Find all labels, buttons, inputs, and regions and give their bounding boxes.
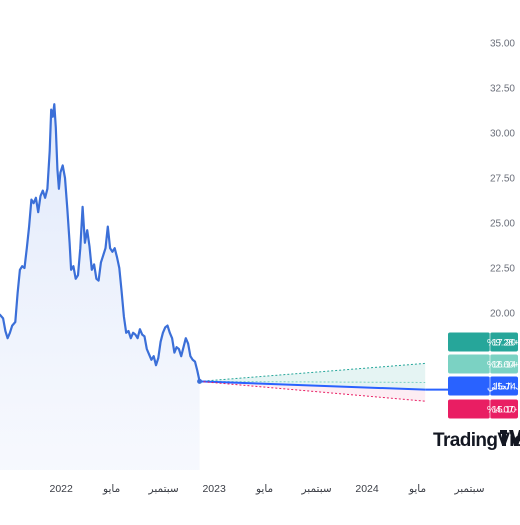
x-tick-label: 2024	[355, 483, 379, 495]
forecast-tag-value: 15.74	[492, 381, 516, 392]
logo-text: TradingView	[433, 430, 520, 451]
forecast-tag-bg	[448, 376, 490, 396]
y-axis: 35.00 32.50 30.00 27.50 25.00 22.50 20.00	[490, 39, 515, 320]
forecast-layer	[197, 362, 490, 402]
line-layer	[0, 103, 201, 383]
forecast-tag-bg	[448, 399, 490, 419]
y-tick-label: 32.50	[490, 84, 515, 95]
forecast-line	[199, 380, 426, 402]
y-tick-label: 22.50	[490, 264, 515, 275]
forecast-tag-bg	[448, 332, 490, 352]
forecast-tag-value-bg	[490, 354, 518, 374]
forecast-tag-value: 17.20	[492, 337, 516, 348]
forecast-line	[199, 380, 426, 391]
tradingview-logo: TradingView	[433, 430, 520, 451]
forecast-tag-bg	[448, 354, 490, 374]
forecast-tags: أقصى +9.28%17.20متوسط +2.60%16.14الاشترا…	[448, 332, 520, 419]
y-tick-label: 20.00	[490, 309, 515, 320]
x-tick-label: سبتمبر	[148, 483, 179, 495]
y-tick-label: 30.00	[490, 129, 515, 140]
area-layer	[0, 104, 200, 470]
forecast-tag-value: 16.14	[492, 359, 516, 370]
y-tick-label: 25.00	[490, 219, 515, 230]
forecast-tag-value-bg	[490, 376, 518, 396]
forecast-tag-label: أقصى +9.28%	[487, 335, 520, 348]
forecast-tag-value-bg	[490, 399, 518, 419]
logo-mark	[500, 430, 520, 446]
forecast-tag-value: 15.10	[492, 404, 516, 415]
forecast-tag-label: أدنى -4.07%	[487, 402, 520, 415]
x-tick-label: سبتمبر	[301, 483, 332, 495]
forecast-line	[199, 362, 426, 382]
forecast-tag-label: متوسط +2.60%	[487, 359, 520, 370]
y-tick-label: 27.50	[490, 174, 515, 185]
x-tick-label: مايو	[255, 483, 273, 495]
x-tick-label: مايو	[408, 483, 426, 495]
forecast-tag: أدنى -4.07%15.10	[448, 399, 520, 419]
forecast-tag-value-bg	[490, 332, 518, 352]
x-tick-label: سبتمبر	[453, 483, 484, 495]
forecast-tag-label: الاشتراك الحالي	[487, 381, 520, 392]
y-tick-label: 35.00	[490, 39, 515, 50]
forecast-tag: متوسط +2.60%16.14	[448, 354, 520, 374]
forecast-line	[199, 380, 426, 383]
forecast-tag: أقصى +9.28%17.20	[448, 332, 520, 352]
x-tick-label: 2022	[49, 483, 73, 495]
price-line	[0, 103, 201, 383]
x-axis: 2022 مايو سبتمبر 2023 مايو سبتمبر 2024 مايو سبتم…	[49, 483, 484, 495]
x-tick-label: 2023	[202, 483, 226, 495]
price-area	[0, 104, 200, 470]
x-tick-label: مايو	[102, 483, 120, 495]
